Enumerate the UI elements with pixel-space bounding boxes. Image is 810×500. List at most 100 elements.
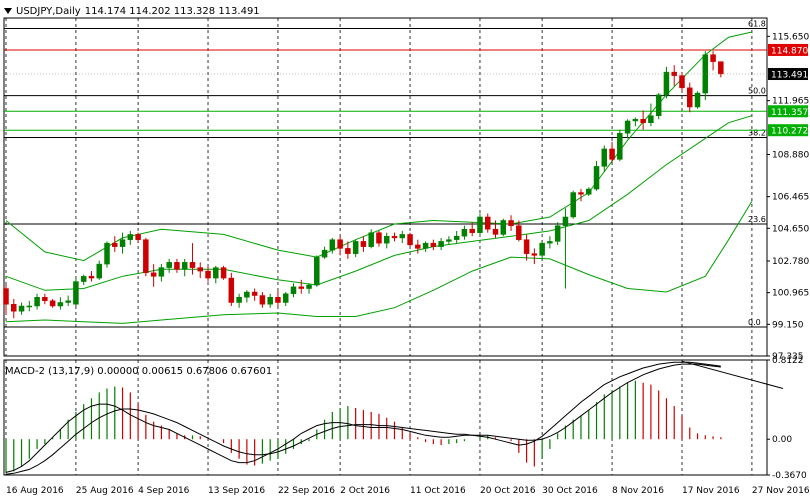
- candle-body: [11, 303, 17, 312]
- candle-body: [267, 297, 273, 305]
- x-tick-label: 30 Oct 2016: [542, 486, 598, 496]
- candle-body: [469, 228, 475, 233]
- fib-level-label: 0.0: [748, 318, 761, 327]
- price-box: [768, 68, 808, 81]
- candle-body: [244, 291, 250, 298]
- candle-body: [251, 291, 258, 296]
- symbol-timeframe: USDJPY,Daily: [16, 5, 81, 17]
- candle-body: [65, 300, 71, 303]
- y-tick-label: 111.965: [772, 97, 809, 107]
- candle-body: [275, 297, 281, 303]
- candle-body: [601, 148, 608, 167]
- macd-y-tick-label: 0.8122: [772, 356, 804, 366]
- y-tick-label: 106.465: [772, 193, 809, 203]
- candle-body: [391, 235, 398, 239]
- candle-body: [539, 242, 545, 256]
- candle-body: [640, 118, 646, 123]
- price-box-label: 111.357: [771, 108, 808, 118]
- candle-body: [593, 166, 600, 190]
- price-box-label: 114.870: [771, 46, 808, 56]
- candle-body: [368, 232, 374, 247]
- price-box: [768, 105, 808, 118]
- candle-body: [352, 241, 359, 254]
- candle-body: [663, 71, 670, 96]
- macd-y-tick-label: 0.00: [772, 435, 792, 445]
- candle-body: [422, 242, 429, 249]
- candle-body: [562, 216, 569, 226]
- y-tick-label: 97.335: [772, 352, 804, 362]
- price-box-label: 110.272: [771, 127, 808, 137]
- x-tick-label: 25 Aug 2016: [76, 486, 134, 496]
- candle-body: [88, 276, 95, 279]
- candle-body: [383, 235, 390, 244]
- candle-body: [18, 305, 25, 312]
- candle-body: [554, 225, 561, 242]
- candle-body: [174, 262, 180, 270]
- y-tick-label: 99.150: [772, 320, 804, 330]
- candle-body: [42, 297, 48, 302]
- candle-body: [143, 239, 149, 274]
- macd-line: [5, 361, 721, 473]
- candle-body: [609, 148, 615, 160]
- candle-body: [329, 239, 336, 251]
- candle-body: [547, 241, 553, 244]
- x-tick-label: 22 Sep 2016: [278, 486, 335, 496]
- macd-indicator-label: MACD-2 (13,17,9) 0.00000 0.00615 0.67806…: [5, 366, 273, 377]
- candle-body: [282, 293, 289, 303]
- candle-body: [484, 216, 491, 230]
- candle-body: [508, 220, 514, 226]
- candle-body: [3, 288, 9, 305]
- candle-body: [516, 225, 522, 240]
- candle-body: [49, 300, 56, 307]
- candle-body: [213, 267, 219, 279]
- candle-body: [702, 54, 709, 94]
- candle-body: [112, 242, 118, 247]
- fib-level-label: 23.6: [748, 215, 766, 224]
- candle-body: [578, 192, 584, 195]
- candle-body: [500, 220, 507, 235]
- candle-body: [290, 286, 297, 295]
- candle-body: [298, 286, 305, 289]
- candle-body: [617, 132, 623, 160]
- fib-level-label: 61.8: [748, 19, 766, 28]
- candle-body: [314, 256, 320, 286]
- candle-body: [446, 239, 452, 242]
- bollinger-middle-line: [5, 115, 753, 291]
- candle-body: [189, 262, 196, 268]
- candle-body: [135, 234, 141, 240]
- candle-body: [430, 242, 437, 247]
- candle-body: [586, 188, 592, 195]
- candle-body: [632, 118, 639, 122]
- candle-body: [531, 253, 538, 256]
- candle-body: [181, 262, 188, 270]
- y-tick-label: 104.650: [772, 224, 809, 234]
- macd-trendline: [681, 360, 784, 389]
- y-tick-label: 115.650: [772, 32, 809, 42]
- y-tick-label: 108.880: [772, 150, 809, 160]
- y-tick-label: 100.965: [772, 289, 809, 299]
- candle-body: [523, 239, 530, 254]
- candle-body: [648, 115, 654, 123]
- x-tick-label: 11 Oct 2016: [410, 486, 466, 496]
- candle-body: [438, 241, 444, 247]
- x-tick-label: 13 Sep 2016: [208, 486, 265, 496]
- candle-body: [415, 244, 421, 249]
- candle-body: [220, 267, 227, 279]
- candle-body: [73, 281, 79, 305]
- candle-body: [197, 267, 203, 272]
- price-box-label: 113.491: [771, 71, 808, 81]
- candle-body: [259, 295, 266, 305]
- candle-body: [321, 249, 328, 258]
- candle-body: [624, 120, 631, 134]
- price-box: [768, 43, 808, 56]
- signal-line: [5, 363, 721, 475]
- chart-menu-icon[interactable]: [4, 8, 12, 14]
- candle-body: [718, 61, 724, 75]
- candle-body: [671, 71, 677, 76]
- macd-y-tick-label: -0.3670: [772, 471, 807, 481]
- x-tick-label: 17 Nov 2016: [682, 486, 740, 496]
- candle-body: [477, 216, 483, 233]
- x-tick-label: 4 Sep 2016: [138, 486, 190, 496]
- candle-body: [655, 94, 662, 116]
